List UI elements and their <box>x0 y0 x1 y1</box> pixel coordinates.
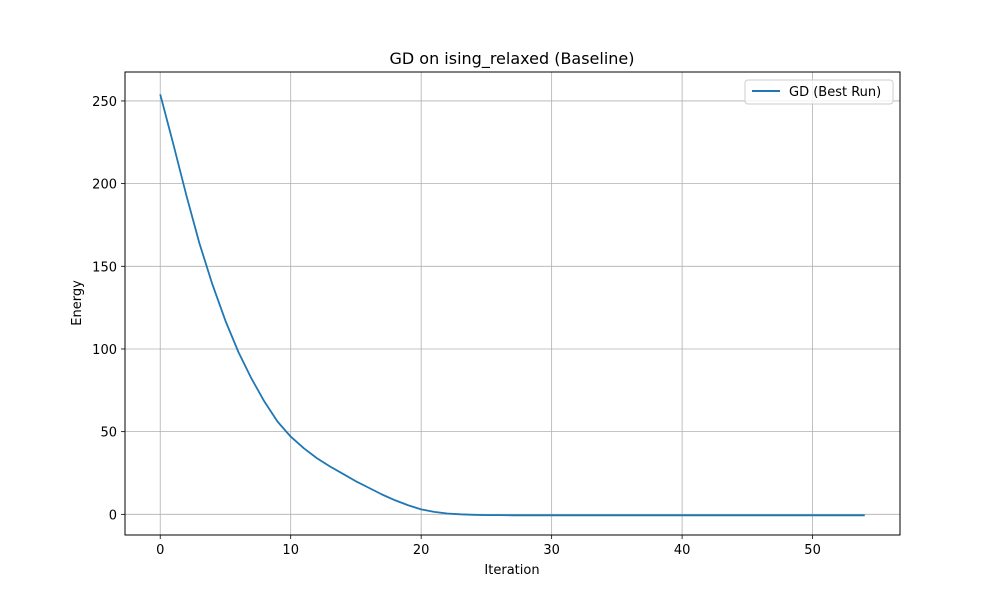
x-tick-label: 0 <box>156 543 164 558</box>
y-axis-label: Energy <box>70 280 85 326</box>
x-tick-label: 30 <box>543 543 560 558</box>
x-tick-label: 40 <box>674 543 691 558</box>
x-axis-label: Iteration <box>484 563 539 578</box>
x-tick-label: 20 <box>413 543 430 558</box>
y-tick-label: 150 <box>92 260 117 275</box>
legend-label: GD (Best Run) <box>789 85 881 100</box>
x-tick-label: 50 <box>804 543 821 558</box>
ticks: 0 10 20 30 40 50 0 50 100 150 200 250 <box>92 95 821 558</box>
chart-title: GD on ising_relaxed (Baseline) <box>389 49 634 69</box>
grid <box>125 72 900 535</box>
y-tick-label: 200 <box>92 178 117 193</box>
x-tick-label: 10 <box>282 543 299 558</box>
legend: GD (Best Run) <box>744 79 894 105</box>
y-tick-label: 0 <box>109 508 117 523</box>
plot-frame <box>124 71 901 536</box>
y-tick-label: 250 <box>92 95 117 110</box>
y-tick-label: 50 <box>100 426 117 441</box>
series-layer <box>159 94 865 517</box>
y-tick-label: 100 <box>92 343 117 358</box>
legend-box <box>744 79 894 105</box>
series-line <box>159 94 865 517</box>
